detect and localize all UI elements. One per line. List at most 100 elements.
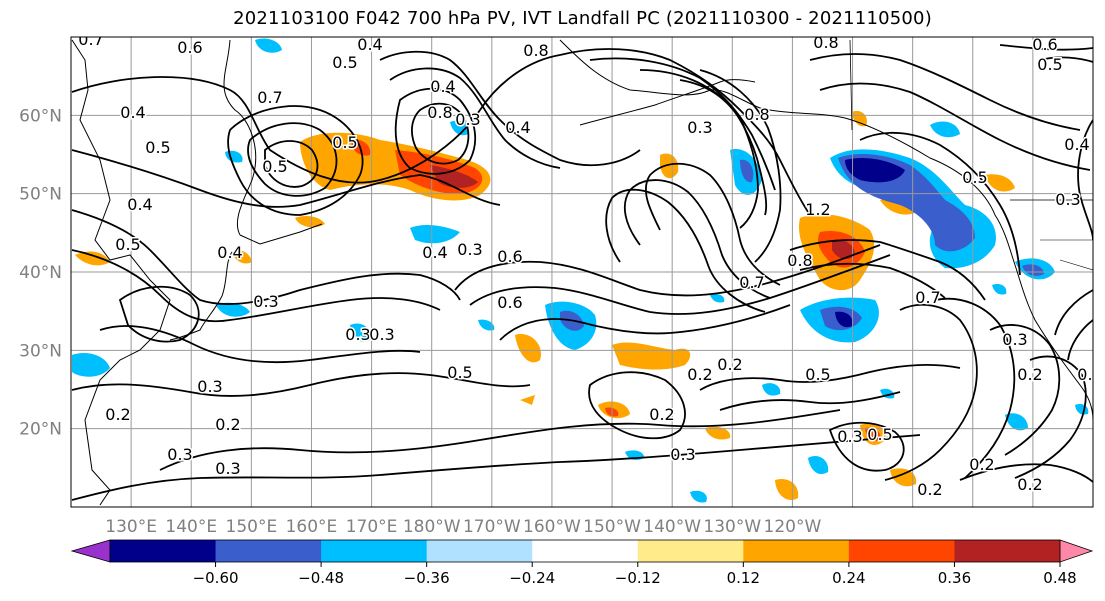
contour-label: 0.8 <box>744 105 769 124</box>
contour-label: 0.2 <box>215 415 240 434</box>
colorbar-tick-label: 0.24 <box>832 569 865 587</box>
longitude-label: 130°E <box>105 517 157 537</box>
contour-label: 0.2 <box>969 455 994 474</box>
negative-anomaly-area <box>350 323 371 342</box>
graticule <box>71 37 1093 507</box>
longitude-label: 170°W <box>463 517 521 537</box>
contour-label: 0.7 <box>739 273 764 292</box>
contour-line <box>828 421 905 472</box>
contour-label: 0.3 <box>687 118 712 137</box>
contour-line <box>1014 355 1087 479</box>
contour-line <box>71 209 461 306</box>
longitude-label: 160°W <box>523 517 581 537</box>
contour-line <box>679 79 759 229</box>
negative-anomaly-area <box>72 352 110 377</box>
contour-label: 0.6 <box>1032 35 1057 54</box>
contour-line <box>884 303 978 481</box>
positive-anomaly-area <box>660 153 679 179</box>
positive-anomaly-area <box>705 426 731 440</box>
negative-anomaly-area <box>690 490 707 503</box>
contour-label: 0.4 <box>120 103 145 122</box>
positive-anomaly-area <box>612 342 691 370</box>
contour-line <box>859 131 1021 276</box>
contour-line <box>389 67 561 169</box>
negative-anomaly-area <box>930 121 960 138</box>
contour-label: 0.2 <box>1017 365 1042 384</box>
kamchatka-coastline <box>223 39 257 236</box>
negative-anomaly-area <box>255 38 282 53</box>
contour-label: 0.3 <box>167 445 192 464</box>
contour-line <box>394 87 477 175</box>
colorbar-tick-label: −0.60 <box>193 569 239 587</box>
contour-label: 0.2 <box>105 405 130 424</box>
contour-line <box>589 57 776 191</box>
contour-line <box>605 188 766 313</box>
contour-label: 0.4 <box>357 35 382 54</box>
contour-label: 0.4 <box>127 195 152 214</box>
contour-label: 0.7 <box>257 88 282 107</box>
contour-line <box>71 54 561 184</box>
positive-anomaly-area <box>232 250 252 264</box>
colorbar-swatch <box>743 540 850 562</box>
contour-line <box>809 53 1081 131</box>
coastlines <box>71 39 1093 506</box>
contour-label: 0.2 <box>717 355 742 374</box>
contour-label: 0.3 <box>1055 190 1080 209</box>
map-title: 2021103100 F042 700 hPa PV, IVT Landfall… <box>233 8 932 29</box>
negative-anomaly-area <box>478 319 495 331</box>
contour-label: 0.3 <box>455 110 480 129</box>
contour-label: 0.5 <box>332 133 357 152</box>
longitude-label: 150°W <box>583 517 641 537</box>
contour-label: 0.2 <box>1077 365 1102 384</box>
contour-line <box>799 262 946 299</box>
longitude-label: 150°E <box>226 517 278 537</box>
contour-label: 0.5 <box>805 365 830 384</box>
negative-anomaly-area <box>410 225 460 244</box>
negative-anomaly-area <box>740 159 754 183</box>
contour-line <box>699 363 961 391</box>
positive-anomaly-area <box>75 251 110 266</box>
contour-label: 0.8 <box>427 103 452 122</box>
colorbar-tick-label: −0.24 <box>509 569 555 587</box>
contour-label: 0.5 <box>262 157 287 176</box>
contour-label: 0.5 <box>962 168 987 187</box>
contour-line <box>789 239 986 301</box>
japan-coastline <box>169 251 233 341</box>
contour-line <box>719 391 901 411</box>
contour-label: 0.3 <box>197 377 222 396</box>
contour-label: 0.2 <box>1017 475 1042 494</box>
contour-label: 0.5 <box>115 235 140 254</box>
contour-line <box>71 372 531 397</box>
contour-label: 0.6 <box>177 38 202 57</box>
positive-anomaly-area <box>295 216 325 228</box>
negative-anomaly-area <box>845 158 905 183</box>
negative-anomaly-area <box>710 293 725 303</box>
contour-label: 0.5 <box>447 363 472 382</box>
contour-line <box>469 254 891 315</box>
contour-line <box>999 44 1093 63</box>
longitude-label: 170°E <box>346 517 398 537</box>
contour-label: 0.5 <box>867 425 892 444</box>
positive-anomaly-area <box>832 239 855 260</box>
contour-label: 0.4 <box>1064 135 1089 154</box>
colorbar-swatch <box>637 540 744 562</box>
colorbar-swatch <box>954 540 1061 562</box>
contour-label: 0.8 <box>813 33 838 52</box>
latitude-labels: 20°N 30°N 40°N 50°N 60°N <box>19 106 62 439</box>
contour-line <box>264 140 319 188</box>
negative-anomaly-area <box>216 302 250 317</box>
longitude-label: 140°E <box>165 517 217 537</box>
colorbar-swatch <box>426 540 533 562</box>
map-frame <box>70 36 1094 508</box>
positive-anomaly-area <box>985 174 1015 192</box>
contour-label: 0.4 <box>217 243 242 262</box>
contour-line <box>559 48 811 216</box>
colorbar-tick-label: 0.36 <box>938 569 971 587</box>
colorbar-tick-label: −0.48 <box>298 569 344 587</box>
negative-anomaly-area <box>808 455 829 475</box>
contour-line <box>71 149 501 208</box>
colorbar-swatch <box>321 540 428 562</box>
contour-line <box>118 285 200 343</box>
contour-label: 0.7 <box>78 30 103 49</box>
